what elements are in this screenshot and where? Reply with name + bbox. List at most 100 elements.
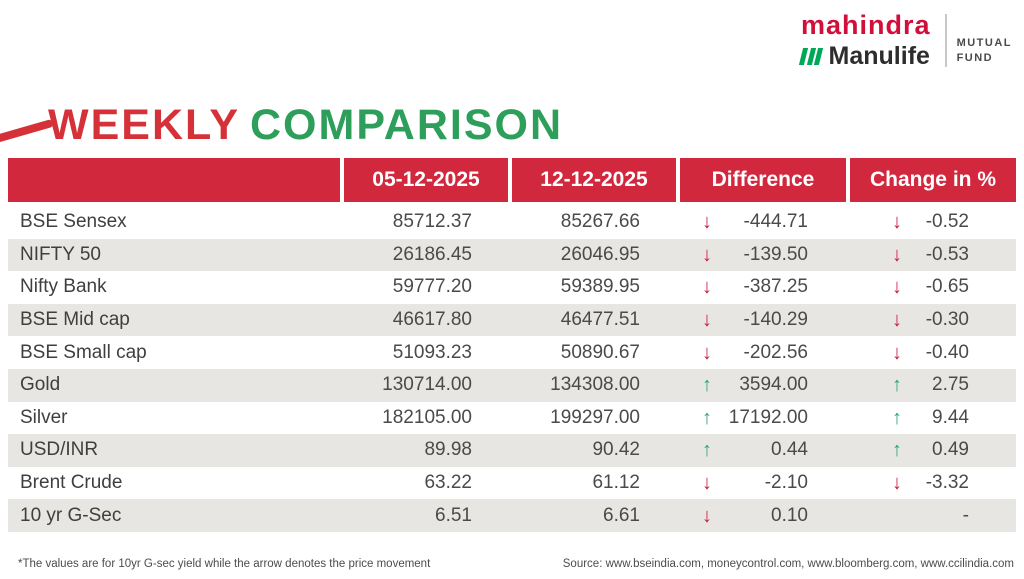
difference-cell: ↓ -139.50 (676, 239, 846, 272)
difference-value: -2.10 (764, 472, 808, 494)
mutual-fund-label: MUTUAL FUND (956, 37, 1012, 65)
instrument-name: BSE Sensex (20, 211, 127, 233)
curr-value: 6.61 (603, 504, 640, 526)
curr-value: 59389.95 (560, 276, 640, 298)
page-title: WEEKLY COMPARISON (0, 100, 563, 150)
logo-divider (944, 14, 947, 67)
prev-value: 130714.00 (382, 374, 472, 396)
instrument-name: Nifty Bank (20, 276, 107, 298)
change-value: -0.65 (925, 276, 969, 298)
column-header-blank (8, 158, 340, 202)
change-value: - (962, 504, 969, 526)
instrument-name: BSE Small cap (20, 341, 147, 363)
mahindra-wordmark: mahindra (801, 10, 931, 40)
difference-value: -387.25 (743, 276, 808, 298)
table-row: Nifty Bank 59777.20 59389.95 ↓ -387.25 ↓ -0.65 (8, 271, 1016, 304)
up-arrow-icon: ↑ (892, 406, 902, 429)
curr-value: 90.42 (592, 439, 640, 461)
mahindra-manulife-logo: mahindra Manulife MUTUAL FUND (798, 10, 1012, 70)
difference-value: -202.56 (743, 341, 808, 363)
up-arrow-icon: ↑ (892, 439, 902, 462)
instrument-name: USD/INR (20, 439, 99, 461)
difference-cell: ↑ 17192.00 (676, 402, 846, 435)
instrument-name: BSE Mid cap (20, 309, 130, 331)
difference-value: 0.10 (771, 504, 808, 526)
comparison-table: 05-12-2025 12-12-2025 Difference Change … (8, 158, 1016, 532)
down-arrow-icon: ↓ (702, 341, 712, 364)
table-row: BSE Small cap 51093.23 50890.67 ↓ -202.56 ↓ -0… (8, 336, 1016, 369)
change-value: -0.52 (925, 211, 969, 233)
down-arrow-icon: ↓ (702, 243, 712, 266)
change-value: -0.53 (925, 243, 969, 265)
source-text: Source: www.bseindia.com, moneycontrol.c… (562, 558, 1014, 570)
up-arrow-icon: ↑ (702, 374, 712, 397)
down-arrow-icon: ↓ (702, 211, 712, 234)
footnote-text: *The values are for 10yr G-sec yield whi… (18, 558, 431, 570)
difference-cell: ↓ -444.71 (676, 206, 846, 239)
down-arrow-icon: ↓ (702, 472, 712, 495)
table-row: BSE Mid cap 46617.80 46477.51 ↓ -140.29 ↓ -0.3… (8, 303, 1016, 337)
instrument-name: Brent Crude (20, 472, 123, 494)
difference-value: 3594.00 (739, 374, 808, 396)
change-cell: ↓ -3.32 (846, 467, 1016, 500)
curr-value: 134308.00 (550, 374, 640, 396)
prev-value: 63.22 (424, 472, 472, 494)
prev-value: 85712.37 (392, 211, 472, 233)
up-arrow-icon: ↑ (702, 406, 712, 429)
prev-value: 182105.00 (382, 406, 472, 428)
curr-value: 85267.66 (560, 211, 640, 233)
change-cell: ↓ -0.53 (846, 239, 1016, 272)
down-arrow-icon: ↓ (702, 309, 712, 332)
prev-value: 6.51 (435, 504, 472, 526)
down-arrow-icon: ↓ (702, 276, 712, 299)
difference-cell: ↓ -387.25 (676, 271, 846, 304)
change-value: 2.75 (932, 374, 969, 396)
change-value: 9.44 (932, 406, 969, 428)
column-header-curr-date: 12-12-2025 (508, 158, 676, 202)
down-arrow-icon: ↓ (892, 211, 902, 234)
table-row: NIFTY 50 26186.45 26046.95 ↓ -139.50 ↓ -0.53 (8, 238, 1016, 272)
instrument-name: NIFTY 50 (20, 243, 101, 265)
title-swoosh-icon (0, 118, 54, 144)
instrument-name: 10 yr G-Sec (20, 504, 122, 526)
title-word-weekly: WEEKLY (48, 100, 240, 149)
table-row: USD/INR 89.98 90.42 ↑ 0.44 ↑ 0.49 (8, 434, 1016, 467)
difference-value: 0.44 (771, 439, 808, 461)
change-cell: - (846, 499, 1016, 532)
prev-value: 46617.80 (392, 309, 472, 331)
up-arrow-icon: ↑ (702, 439, 712, 462)
prev-value: 26186.45 (392, 243, 472, 265)
change-value: -0.30 (925, 309, 969, 331)
difference-value: -139.50 (743, 243, 808, 265)
down-arrow-icon: ↓ (892, 472, 902, 495)
down-arrow-icon: ↓ (892, 276, 902, 299)
column-header-change-pct: Change in % (846, 158, 1016, 202)
table-row: Brent Crude 63.22 61.12 ↓ -2.10 ↓ -3.32 (8, 467, 1016, 500)
table-row: Gold 130714.00 134308.00 ↑ 3594.00 ↑ 2.75 (8, 368, 1016, 402)
difference-cell: ↓ 0.10 (676, 499, 846, 532)
curr-value: 199297.00 (550, 406, 640, 428)
logo-brand-block: mahindra Manulife (798, 10, 931, 70)
prev-value: 51093.23 (392, 341, 472, 363)
change-value: 0.49 (932, 439, 969, 461)
difference-cell: ↓ -202.56 (676, 336, 846, 369)
curr-value: 46477.51 (560, 309, 640, 331)
table-body: BSE Sensex 85712.37 85267.66 ↓ -444.71 ↓ -0.52… (8, 206, 1016, 532)
curr-value: 50890.67 (560, 341, 640, 363)
prev-value: 59777.20 (392, 276, 472, 298)
instrument-name: Silver (20, 406, 68, 428)
manulife-wordmark: Manulife (828, 42, 930, 70)
manulife-row: Manulife (798, 42, 930, 70)
difference-cell: ↑ 0.44 (676, 434, 846, 467)
difference-value: -140.29 (743, 309, 808, 331)
change-cell: ↑ 0.49 (846, 434, 1016, 467)
difference-value: 17192.00 (728, 406, 808, 428)
instrument-name: Gold (20, 374, 61, 396)
table-header-row: 05-12-2025 12-12-2025 Difference Change … (8, 158, 1016, 206)
change-cell: ↑ 2.75 (846, 369, 1016, 402)
change-value: -3.32 (925, 472, 969, 494)
column-header-difference: Difference (676, 158, 846, 202)
title-word-comparison: COMPARISON (250, 100, 564, 149)
change-cell: ↓ -0.52 (846, 206, 1016, 239)
table-row: BSE Sensex 85712.37 85267.66 ↓ -444.71 ↓ -0.52 (8, 206, 1016, 239)
